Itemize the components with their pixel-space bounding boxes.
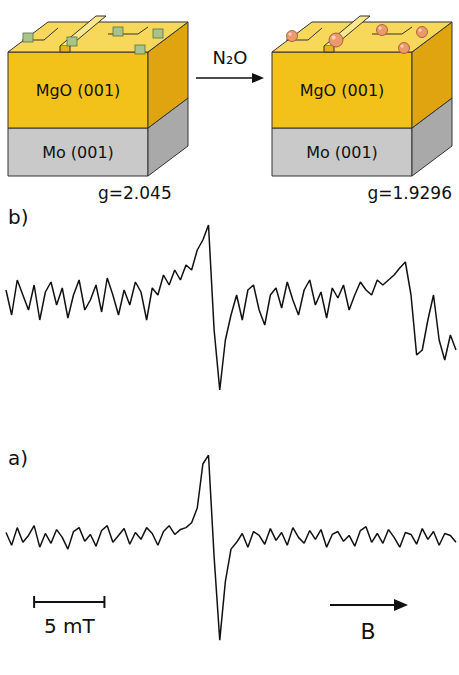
- svg-text:a): a): [8, 446, 28, 470]
- svg-text:g=1.9296: g=1.9296: [367, 183, 452, 203]
- svg-text:B: B: [360, 619, 375, 644]
- svg-text:Mo (001): Mo (001): [42, 143, 114, 162]
- svg-text:b): b): [8, 205, 29, 229]
- svg-text:g=2.045: g=2.045: [98, 183, 172, 203]
- svg-text:5 mT: 5 mT: [44, 614, 96, 638]
- svg-text:MgO (001): MgO (001): [36, 81, 121, 100]
- svg-text:Mo (001): Mo (001): [306, 143, 378, 162]
- svg-text:MgO (001): MgO (001): [300, 81, 385, 100]
- svg-text:N₂O: N₂O: [213, 47, 248, 68]
